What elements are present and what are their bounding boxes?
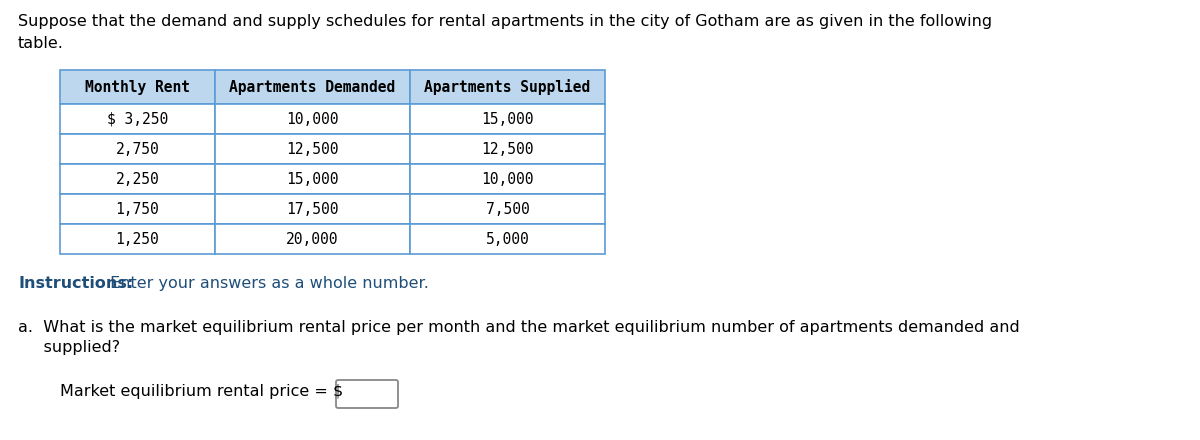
Text: 10,000: 10,000	[287, 111, 338, 127]
Bar	[410, 104, 605, 134]
Text: Enter your answers as a whole number.: Enter your answers as a whole number.	[106, 276, 428, 291]
Text: 15,000: 15,000	[287, 172, 338, 187]
Bar	[60, 104, 215, 134]
Bar	[215, 194, 410, 224]
Text: 10,000: 10,000	[481, 172, 534, 187]
Text: Apartments Demanded: Apartments Demanded	[229, 80, 396, 95]
Text: 5,000: 5,000	[486, 231, 529, 246]
Text: a.  What is the market equilibrium rental price per month and the market equilib: a. What is the market equilibrium rental…	[18, 320, 1020, 335]
Text: 2,250: 2,250	[115, 172, 160, 187]
Text: 12,500: 12,500	[481, 142, 534, 157]
Bar	[410, 224, 605, 254]
Text: 12,500: 12,500	[287, 142, 338, 157]
Text: 1,250: 1,250	[115, 231, 160, 246]
Text: Market equilibrium rental price = $: Market equilibrium rental price = $	[60, 384, 343, 399]
Bar	[215, 134, 410, 164]
Bar	[215, 224, 410, 254]
Bar	[410, 164, 605, 194]
Text: $ 3,250: $ 3,250	[107, 111, 168, 127]
Text: Instructions:: Instructions:	[18, 276, 133, 291]
Text: 17,500: 17,500	[287, 202, 338, 216]
Text: Suppose that the demand and supply schedules for rental apartments in the city o: Suppose that the demand and supply sched…	[18, 14, 992, 29]
Bar	[60, 134, 215, 164]
Bar	[215, 70, 410, 104]
Text: 7,500: 7,500	[486, 202, 529, 216]
Text: Monthly Rent: Monthly Rent	[85, 80, 190, 95]
Text: 2,750: 2,750	[115, 142, 160, 157]
Text: 15,000: 15,000	[481, 111, 534, 127]
Bar	[410, 70, 605, 104]
Text: 20,000: 20,000	[287, 231, 338, 246]
Text: table.: table.	[18, 36, 64, 51]
Bar	[215, 164, 410, 194]
Bar	[410, 134, 605, 164]
Bar	[60, 70, 215, 104]
Bar	[60, 194, 215, 224]
Text: 1,750: 1,750	[115, 202, 160, 216]
FancyBboxPatch shape	[336, 380, 398, 408]
Text: Apartments Supplied: Apartments Supplied	[425, 79, 590, 95]
Text: supplied?: supplied?	[18, 340, 120, 355]
Bar	[410, 194, 605, 224]
Bar	[60, 224, 215, 254]
Bar	[60, 164, 215, 194]
Bar	[215, 104, 410, 134]
